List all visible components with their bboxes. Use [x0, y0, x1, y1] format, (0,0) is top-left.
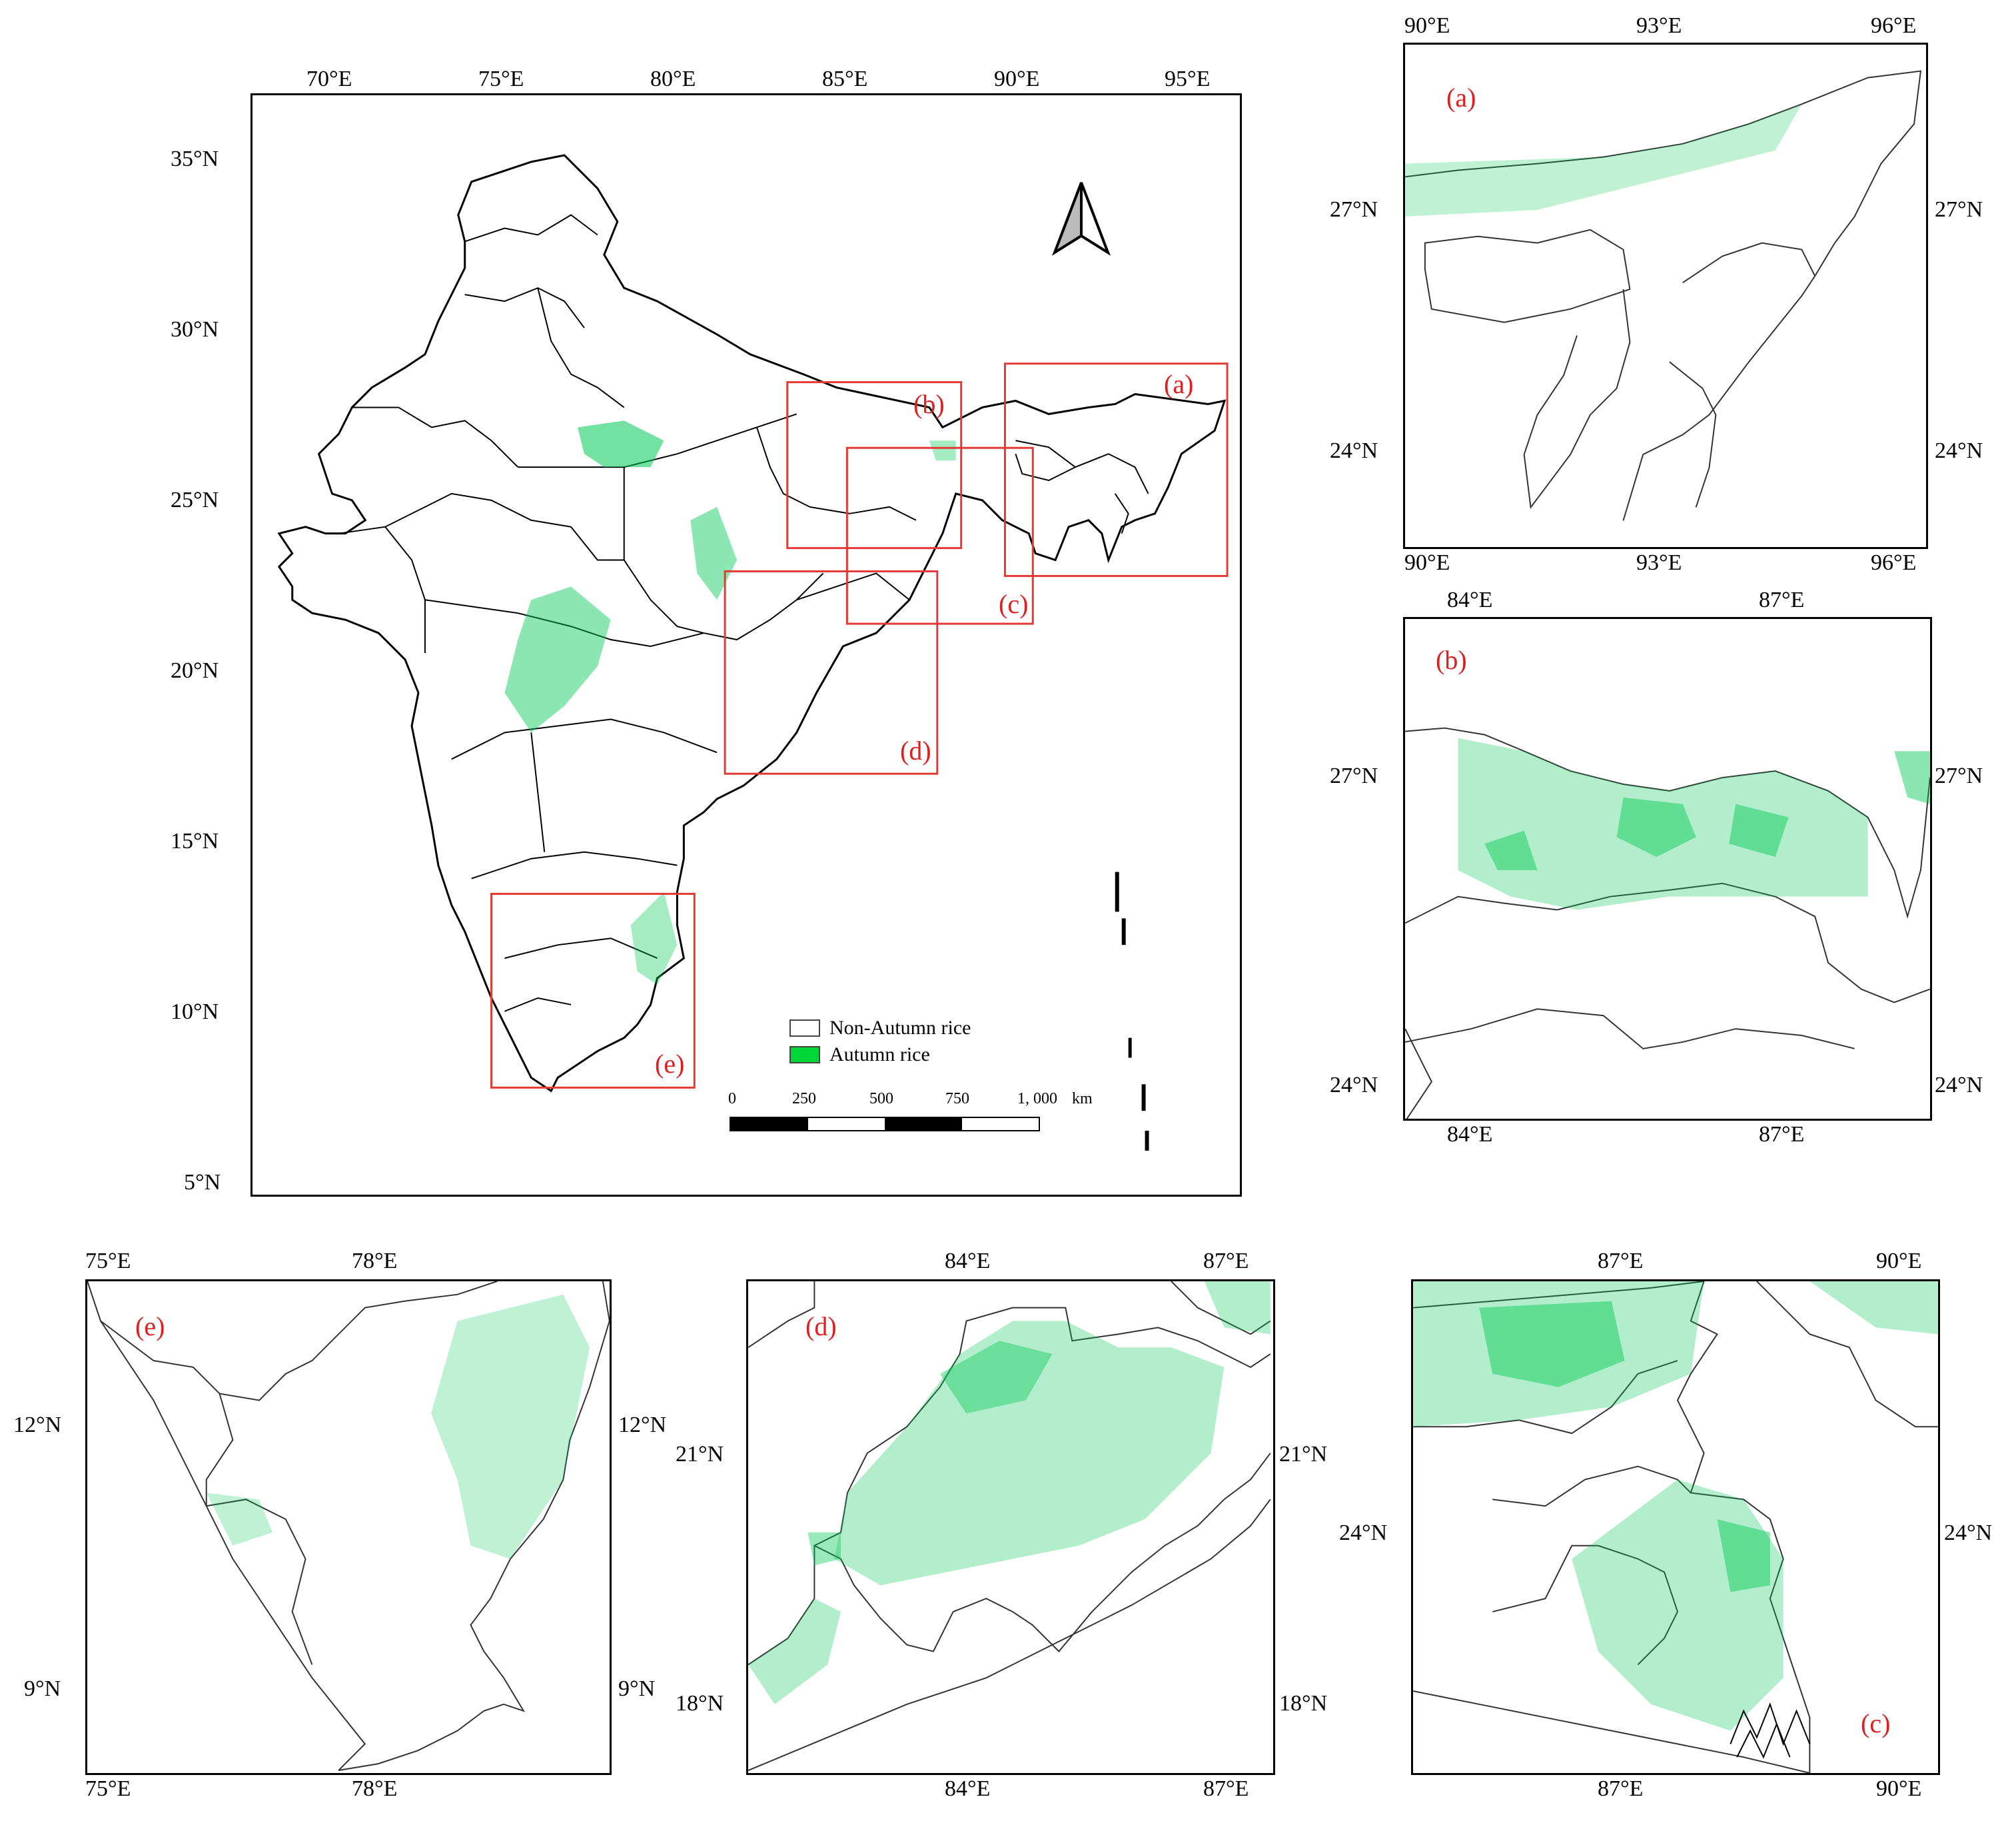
- box-label-d: (d): [900, 736, 931, 766]
- box-label-b: (b): [913, 389, 945, 419]
- panel-b-bottom-tick-1: 87°E: [1759, 1122, 1805, 1147]
- panel-label-e: (e): [135, 1311, 165, 1341]
- box-d: [724, 570, 939, 775]
- panel-a-bottom-tick-2: 96°E: [1871, 550, 1917, 575]
- north-arrow-icon: [1052, 182, 1111, 256]
- delta-coastline: [1730, 1702, 1811, 1759]
- inset-map-c: [1413, 1281, 1938, 1773]
- panel-a-top-tick-2: 96°E: [1871, 13, 1917, 38]
- panel-e-bottom-tick-1: 78°E: [352, 1776, 398, 1801]
- lat-tick-20: 20°N: [171, 658, 219, 683]
- box-a: [1003, 362, 1229, 577]
- india-outline: [277, 154, 1227, 1093]
- lat-tick-30: 30°N: [171, 317, 219, 342]
- panel-e-right-tick-0: 12°N: [618, 1413, 667, 1437]
- panel-label-d: (d): [805, 1311, 837, 1341]
- panel-e-top-tick-1: 78°E: [352, 1249, 398, 1273]
- panel-e-left-tick-0: 12°N: [13, 1413, 62, 1437]
- panel-a-right-tick-1: 24°N: [1935, 438, 1983, 463]
- lat-tick-25: 25°N: [171, 488, 219, 512]
- legend-label-autumn: Autumn rice: [829, 1043, 930, 1065]
- india-map: [277, 154, 1229, 1151]
- scale-label-1000: 1, 000: [1017, 1090, 1057, 1107]
- andaman-islands: [1115, 872, 1149, 1151]
- legend-swatch-non-autumn: [789, 1019, 820, 1037]
- inset-panel-e: (e): [85, 1279, 612, 1775]
- scale-label-500: 500: [869, 1090, 893, 1107]
- panel-d-top-tick-1: 87°E: [1203, 1249, 1249, 1273]
- panel-a-top-tick-1: 93°E: [1636, 13, 1682, 38]
- panel-c-right-tick-0: 24°N: [1944, 1521, 1993, 1545]
- panel-d-left-tick-0: 21°N: [676, 1442, 724, 1467]
- panel-c-bottom-tick-0: 87°E: [1598, 1776, 1644, 1801]
- panel-a-right-tick-0: 27°N: [1935, 197, 1983, 222]
- inset-panel-c: (c): [1411, 1279, 1940, 1775]
- scale-unit: km: [1072, 1090, 1093, 1107]
- inset-panel-b: (b): [1403, 617, 1932, 1121]
- panel-b-bottom-tick-0: 84°E: [1447, 1122, 1493, 1147]
- inset-map-b: [1405, 727, 1930, 1119]
- legend-label-non-autumn: Non-Autumn rice: [829, 1017, 971, 1039]
- box-e: [490, 892, 696, 1089]
- panel-c-left-tick-0: 24°N: [1339, 1521, 1388, 1545]
- panel-d-left-tick-1: 18°N: [676, 1691, 724, 1716]
- panel-b-top-tick-1: 87°E: [1759, 588, 1805, 612]
- inset-boxes: [490, 362, 1229, 1089]
- panel-b-right-tick-1: 24°N: [1935, 1073, 1983, 1097]
- scale-label-750: 750: [945, 1090, 969, 1107]
- scale-label-250: 250: [792, 1090, 816, 1107]
- lon-tick-80: 80°E: [650, 67, 696, 91]
- lat-tick-35: 35°N: [171, 147, 219, 171]
- lon-tick-75: 75°E: [478, 67, 524, 91]
- legend-swatch-autumn: [789, 1046, 820, 1063]
- panel-e-left-tick-1: 9°N: [24, 1676, 61, 1701]
- lat-tick-5: 5°N: [184, 1170, 221, 1195]
- panel-d-right-tick-1: 18°N: [1279, 1691, 1328, 1716]
- panel-e-top-tick-0: 75°E: [85, 1249, 131, 1273]
- scale-label-0: 0: [728, 1090, 736, 1107]
- panel-c-bottom-tick-1: 90°E: [1876, 1776, 1922, 1801]
- panel-a-left-tick-0: 27°N: [1330, 197, 1378, 222]
- inset-map-e: [87, 1281, 610, 1772]
- panel-a-bottom-tick-1: 93°E: [1636, 550, 1682, 575]
- box-label-a: (a): [1164, 369, 1194, 399]
- scale-bar: [730, 1117, 1040, 1131]
- panel-label-b: (b): [1436, 645, 1467, 675]
- legend-item-autumn: Autumn rice: [789, 1043, 930, 1066]
- legend-item-non-autumn: Non-Autumn rice: [789, 1017, 971, 1039]
- lat-tick-10: 10°N: [171, 999, 219, 1024]
- lat-tick-15: 15°N: [171, 829, 219, 854]
- panel-e-right-tick-1: 9°N: [618, 1676, 656, 1701]
- panel-c-top-tick-1: 90°E: [1876, 1249, 1922, 1273]
- inset-panel-d: (d): [746, 1279, 1275, 1775]
- lon-tick-70: 70°E: [306, 67, 352, 91]
- panel-d-bottom-tick-0: 84°E: [945, 1776, 991, 1801]
- main-map-panel: (a) (b) (c) (d) (e) Non-Autumn rice Autu…: [251, 93, 1242, 1197]
- panel-label-a: (a): [1446, 83, 1476, 113]
- autumn-rice-areas: [504, 420, 956, 985]
- lon-tick-90: 90°E: [994, 67, 1040, 91]
- box-b: [786, 381, 963, 550]
- box-label-e: (e): [655, 1049, 685, 1079]
- panel-a-left-tick-1: 24°N: [1330, 438, 1378, 463]
- panel-d-bottom-tick-1: 87°E: [1203, 1776, 1249, 1801]
- panel-e-bottom-tick-0: 75°E: [85, 1776, 131, 1801]
- box-c: [845, 446, 1034, 625]
- lon-tick-85: 85°E: [822, 67, 868, 91]
- panel-b-top-tick-0: 84°E: [1447, 588, 1493, 612]
- panel-b-left-tick-0: 27°N: [1330, 764, 1378, 788]
- panel-b-right-tick-0: 27°N: [1935, 764, 1983, 788]
- panel-a-bottom-tick-0: 90°E: [1404, 550, 1450, 575]
- panel-d-top-tick-0: 84°E: [945, 1249, 991, 1273]
- panel-c-top-tick-0: 87°E: [1598, 1249, 1644, 1273]
- inset-map-a: [1405, 70, 1922, 521]
- panel-label-c: (c): [1861, 1708, 1891, 1738]
- lon-tick-95: 95°E: [1165, 67, 1211, 91]
- box-label-c: (c): [999, 589, 1029, 619]
- inset-panel-a: (a): [1403, 43, 1928, 549]
- panel-d-right-tick-0: 21°N: [1279, 1442, 1328, 1467]
- inset-map-d: [748, 1281, 1271, 1771]
- panel-b-left-tick-1: 24°N: [1330, 1073, 1378, 1097]
- panel-a-top-tick-0: 90°E: [1404, 13, 1450, 38]
